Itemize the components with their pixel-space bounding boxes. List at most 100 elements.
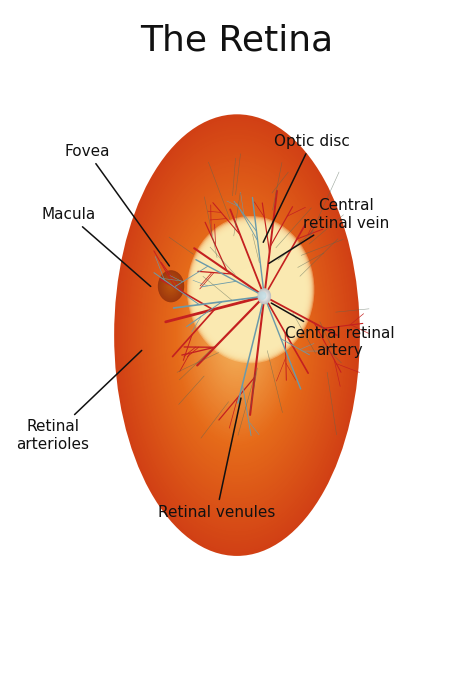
Ellipse shape — [149, 177, 325, 493]
Ellipse shape — [183, 238, 291, 433]
Ellipse shape — [158, 194, 316, 477]
Ellipse shape — [164, 204, 310, 466]
Ellipse shape — [164, 277, 178, 296]
Ellipse shape — [150, 178, 324, 491]
Text: Central
retinal vein: Central retinal vein — [269, 199, 389, 263]
Text: Optic disc: Optic disc — [263, 134, 350, 243]
Ellipse shape — [164, 278, 178, 295]
Ellipse shape — [199, 267, 275, 403]
Ellipse shape — [196, 261, 278, 408]
Ellipse shape — [233, 328, 241, 342]
Ellipse shape — [168, 212, 306, 459]
Ellipse shape — [225, 313, 249, 357]
Ellipse shape — [207, 239, 294, 340]
Ellipse shape — [263, 295, 265, 298]
Ellipse shape — [222, 307, 252, 362]
Ellipse shape — [198, 265, 276, 405]
Ellipse shape — [223, 309, 251, 361]
Ellipse shape — [233, 269, 269, 310]
Ellipse shape — [203, 275, 271, 396]
Ellipse shape — [238, 275, 264, 305]
Ellipse shape — [163, 277, 179, 296]
Ellipse shape — [214, 295, 260, 376]
Ellipse shape — [235, 332, 239, 339]
Ellipse shape — [261, 292, 268, 300]
Ellipse shape — [168, 282, 174, 290]
Ellipse shape — [181, 234, 293, 436]
Ellipse shape — [194, 224, 307, 355]
Ellipse shape — [219, 253, 283, 326]
Ellipse shape — [188, 247, 286, 424]
Ellipse shape — [127, 137, 347, 534]
Ellipse shape — [163, 203, 311, 468]
Ellipse shape — [137, 155, 337, 516]
Ellipse shape — [218, 252, 283, 328]
Ellipse shape — [219, 304, 255, 367]
Ellipse shape — [186, 243, 288, 427]
Ellipse shape — [142, 164, 332, 506]
Ellipse shape — [222, 256, 279, 323]
Ellipse shape — [224, 259, 277, 321]
Ellipse shape — [223, 258, 278, 321]
Ellipse shape — [229, 321, 245, 350]
Ellipse shape — [180, 232, 294, 438]
Ellipse shape — [174, 223, 300, 447]
Ellipse shape — [159, 195, 315, 475]
Ellipse shape — [246, 284, 255, 295]
Text: Macula: Macula — [42, 207, 151, 286]
Ellipse shape — [234, 270, 268, 309]
Ellipse shape — [124, 132, 350, 537]
Ellipse shape — [151, 181, 323, 490]
Ellipse shape — [168, 283, 173, 289]
Ellipse shape — [197, 263, 277, 407]
Ellipse shape — [165, 206, 309, 464]
Ellipse shape — [115, 116, 359, 554]
Ellipse shape — [161, 199, 313, 471]
Ellipse shape — [120, 125, 354, 545]
Ellipse shape — [141, 162, 333, 508]
Ellipse shape — [173, 221, 301, 449]
Ellipse shape — [116, 118, 358, 552]
Ellipse shape — [200, 269, 274, 401]
Ellipse shape — [114, 114, 360, 556]
Ellipse shape — [257, 289, 271, 305]
Ellipse shape — [132, 146, 342, 525]
Ellipse shape — [206, 238, 295, 341]
Ellipse shape — [122, 129, 352, 541]
Ellipse shape — [144, 168, 330, 503]
Ellipse shape — [226, 261, 275, 318]
Ellipse shape — [147, 173, 327, 497]
Ellipse shape — [184, 240, 290, 431]
Ellipse shape — [209, 242, 292, 337]
Ellipse shape — [140, 160, 334, 510]
Ellipse shape — [237, 274, 264, 305]
Ellipse shape — [191, 252, 283, 418]
Ellipse shape — [215, 248, 287, 331]
Ellipse shape — [263, 294, 266, 298]
Ellipse shape — [123, 131, 351, 539]
Ellipse shape — [205, 237, 296, 342]
Ellipse shape — [234, 330, 240, 341]
Ellipse shape — [210, 287, 264, 383]
Text: Retinal venules: Retinal venules — [158, 398, 275, 520]
Ellipse shape — [119, 123, 355, 546]
Ellipse shape — [166, 280, 176, 293]
Ellipse shape — [207, 282, 267, 388]
Ellipse shape — [213, 247, 288, 332]
Ellipse shape — [134, 149, 340, 521]
Ellipse shape — [242, 279, 259, 300]
Ellipse shape — [213, 293, 261, 378]
Ellipse shape — [148, 175, 326, 495]
Ellipse shape — [261, 292, 268, 300]
Ellipse shape — [159, 272, 182, 300]
Ellipse shape — [164, 279, 177, 294]
Ellipse shape — [160, 197, 314, 473]
Ellipse shape — [225, 260, 276, 319]
Ellipse shape — [209, 284, 265, 387]
Text: Retinal
arterioles: Retinal arterioles — [16, 351, 142, 452]
Ellipse shape — [128, 140, 346, 530]
Ellipse shape — [210, 243, 291, 336]
Ellipse shape — [193, 256, 281, 414]
Ellipse shape — [171, 286, 172, 287]
Ellipse shape — [175, 224, 299, 445]
